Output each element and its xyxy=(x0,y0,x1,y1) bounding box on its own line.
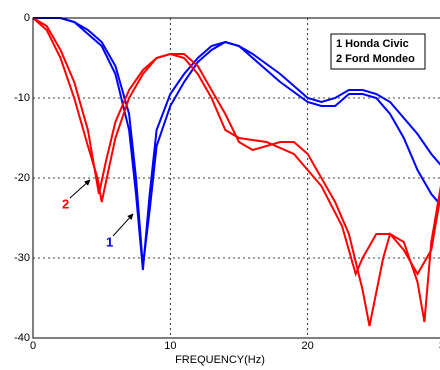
y-tick-label: 0 xyxy=(24,12,30,24)
arrow xyxy=(112,213,134,237)
y-tick-label: -20 xyxy=(14,172,30,184)
series-line xyxy=(33,17,440,267)
y-tick-label: -10 xyxy=(14,92,30,104)
x-tick-label: 10 xyxy=(164,340,176,352)
annotation: 1 xyxy=(106,234,113,249)
y-tick-label: -30 xyxy=(14,252,30,264)
x-axis-label: FREQUENCY(Hz) xyxy=(175,354,265,366)
legend-entry: 1 Honda Civic xyxy=(336,38,409,50)
plot-frame xyxy=(32,17,440,339)
annotation: 2 xyxy=(62,196,69,211)
plot-area: -40 -30 -20 -10 0 0 10 20 30 xyxy=(14,12,440,352)
legend-box xyxy=(330,33,426,70)
plot-background xyxy=(33,18,440,338)
x-tick-label: 20 xyxy=(302,340,314,352)
series-line xyxy=(33,17,440,271)
x-tick-label: 0 xyxy=(30,340,36,352)
legend-entry: 2 Ford Mondeo xyxy=(336,53,415,65)
x-tick-label: 30 xyxy=(439,340,440,352)
arrow xyxy=(69,179,91,199)
y-tick-label: -40 xyxy=(14,332,30,344)
series-line xyxy=(32,17,440,327)
